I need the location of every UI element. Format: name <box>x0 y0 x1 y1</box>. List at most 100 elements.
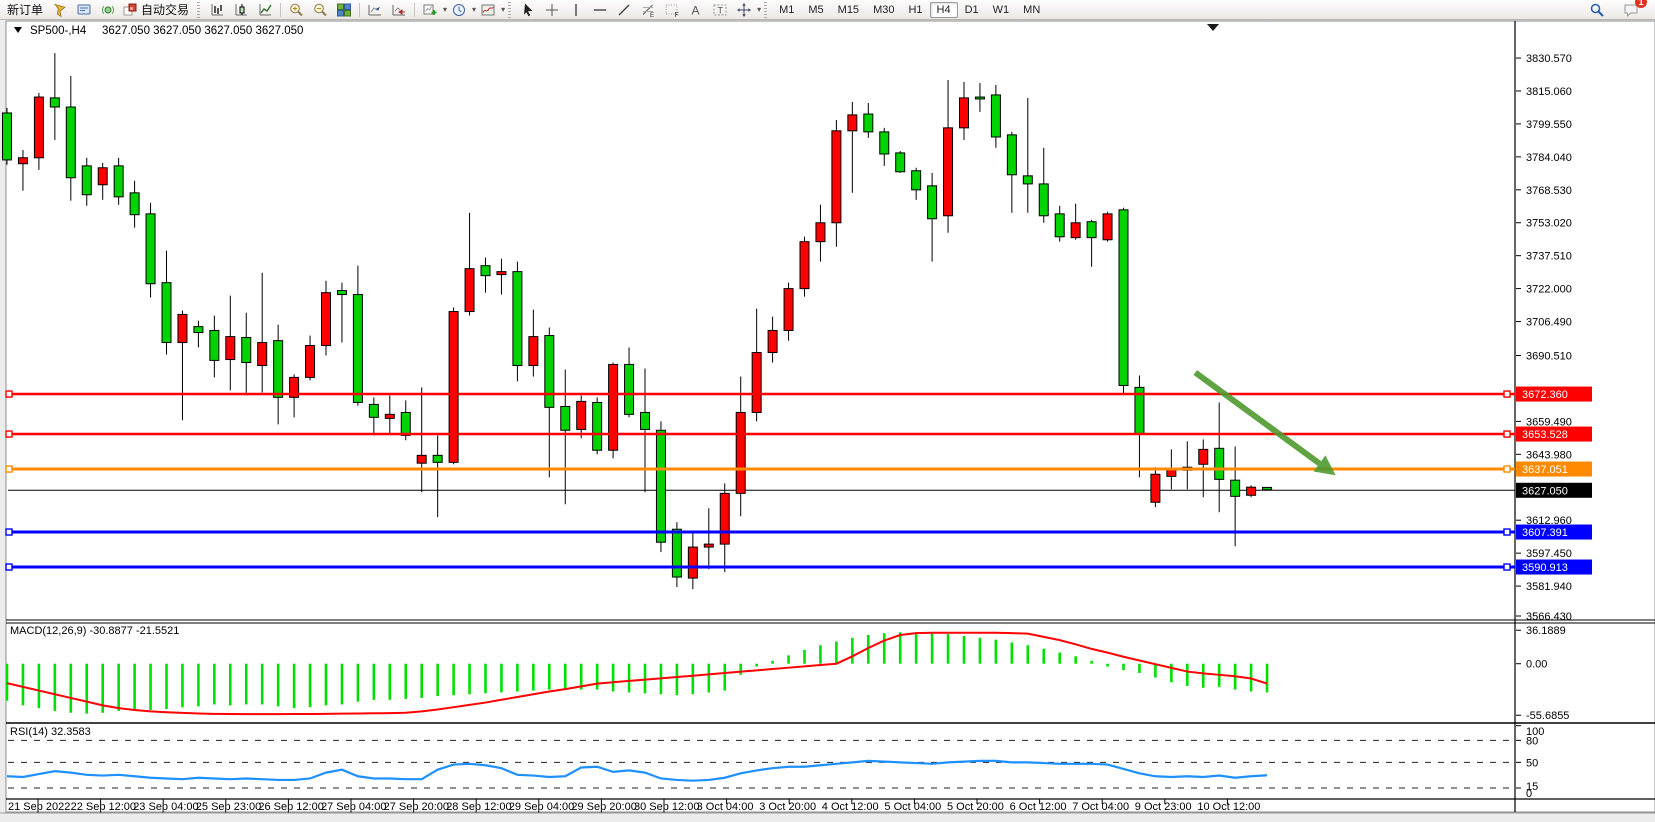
line-handle[interactable] <box>5 430 13 438</box>
candle-body <box>783 288 794 331</box>
chart-title-symbol: SP500-,H4 <box>30 25 87 37</box>
candle <box>879 127 890 166</box>
crosshair-icon[interactable] <box>540 0 564 20</box>
time-tick-label: 26 Sep 12:00 <box>258 801 323 813</box>
candle <box>1038 147 1049 223</box>
timeframe-m30-button[interactable]: M30 <box>873 3 895 16</box>
zoom-in-icon[interactable] <box>284 0 308 20</box>
candle-body <box>1006 134 1017 176</box>
candle-body <box>927 185 938 220</box>
arrows-icon[interactable] <box>732 0 756 20</box>
text-label-icon[interactable]: T <box>708 0 732 20</box>
line-handle[interactable] <box>1503 465 1511 473</box>
candle <box>81 157 92 206</box>
trendline-icon <box>618 4 630 15</box>
tile-windows-icon[interactable] <box>332 0 356 20</box>
time-tick-label: 29 Sep 04:00 <box>509 801 574 813</box>
funnel-icon[interactable] <box>48 0 72 20</box>
chat-icon-wrap[interactable]: 1 <box>1619 0 1647 20</box>
horizontal-line-icon[interactable] <box>588 0 612 20</box>
timeframe-m5-button[interactable]: M5 <box>808 3 824 16</box>
horizontal-line-3607.391[interactable]: 3607.391 <box>5 524 1592 540</box>
arrows-icon-dropdown[interactable]: ▾ <box>757 5 762 14</box>
time-tick-label: 9 Oct 23:00 <box>1135 801 1192 813</box>
bar-chart-icon[interactable] <box>205 0 229 20</box>
chart-autoscroll-icon[interactable] <box>387 0 411 20</box>
horizontal-line-3672.360[interactable]: 3672.360 <box>5 386 1592 402</box>
trendline-icon[interactable] <box>612 0 636 20</box>
search-icon-wrap[interactable] <box>1585 0 1609 20</box>
timeframe-d1-button[interactable]: D1 <box>964 3 979 16</box>
add-chart-icon-dropdown[interactable]: ▾ <box>443 5 448 14</box>
candle <box>943 80 954 233</box>
autotrading-button[interactable]: 自动交易 <box>120 0 194 20</box>
cursor-icon[interactable] <box>516 0 540 20</box>
template-chart-icon-dropdown[interactable]: ▾ <box>501 5 506 14</box>
line-handle[interactable] <box>5 563 13 571</box>
line-handle[interactable] <box>1503 430 1511 438</box>
candle <box>2 107 12 165</box>
horizontal-line-3637.051[interactable]: 3637.051 <box>5 461 1592 477</box>
template-chart-icon[interactable] <box>476 0 500 20</box>
search-icon[interactable] <box>1585 0 1609 20</box>
horizontal-line-3653.528[interactable]: 3653.528 <box>5 426 1592 442</box>
candlestick-chart-icon[interactable] <box>229 0 253 20</box>
add-chart-icon[interactable] <box>418 0 442 20</box>
line-handle[interactable] <box>5 528 13 536</box>
line-handle[interactable] <box>1503 528 1511 536</box>
terminal-icon[interactable] <box>72 0 96 20</box>
time-tick-label: 29 Sep 20:00 <box>571 801 636 813</box>
text-icon: A <box>692 3 700 17</box>
timeframe-w1-button[interactable]: W1 <box>992 3 1010 16</box>
price-label-box <box>1516 386 1592 402</box>
time-tick-label: 3 Oct 04:00 <box>697 801 754 813</box>
candle-body <box>352 294 363 403</box>
candle <box>831 119 842 247</box>
symbol-collapse-icon[interactable] <box>14 27 22 33</box>
timeframe-m15-button[interactable]: M15 <box>837 3 860 16</box>
timeframe-h1-button[interactable]: H1 <box>908 3 923 16</box>
toolbar-grip[interactable] <box>508 1 514 18</box>
trend-arrow-annotation[interactable] <box>1193 370 1336 476</box>
horizontal-line-3590.913[interactable]: 3590.913 <box>5 559 1592 575</box>
candle-body <box>624 363 635 415</box>
candle-body <box>289 376 300 398</box>
timeframe-h4-button[interactable]: H4 <box>929 1 958 18</box>
zoom-out-icon <box>314 3 327 16</box>
rsi-scale-label: 50 <box>1526 757 1538 769</box>
toolbar-grip[interactable] <box>197 1 203 18</box>
line-handle[interactable] <box>1503 390 1511 398</box>
macd-pane: MACD(12,26,9) -30.8877 -21.5521 36.1889 0.… <box>5 625 1569 722</box>
line-chart-icon[interactable] <box>253 0 277 20</box>
chart-shift-marker[interactable] <box>1207 24 1219 31</box>
text-icon[interactable]: A <box>684 0 708 20</box>
toolbar-grip[interactable] <box>764 1 770 18</box>
rsi-line <box>6 759 1268 782</box>
price-label: 3637.051 <box>1522 464 1568 476</box>
timeframe-mn-button[interactable]: MN <box>1023 3 1041 16</box>
candle-body <box>2 112 12 161</box>
price-tick-label: 3737.510 <box>1526 251 1572 263</box>
chart-shift-icon[interactable] <box>363 0 387 20</box>
line-handle[interactable] <box>5 390 13 398</box>
line-handle[interactable] <box>1503 563 1511 571</box>
timeframe-m1-button[interactable]: M1 <box>779 3 795 16</box>
period-clock-icon[interactable] <box>447 0 471 20</box>
time-tick-label: 25 Sep 23:00 <box>196 801 261 813</box>
candle-body <box>209 329 220 361</box>
zoom-out-icon[interactable] <box>308 0 332 20</box>
candle-body <box>895 152 906 173</box>
candle-body <box>1214 447 1225 480</box>
time-tick-label: 21 Sep 2022 <box>8 801 70 813</box>
arrow-shaft <box>1193 370 1322 466</box>
time-tick-label: 5 Oct 20:00 <box>947 801 1004 813</box>
candle-body <box>703 543 714 548</box>
time-tick-label: 28 Sep 12:00 <box>446 801 511 813</box>
line-handle[interactable] <box>5 465 13 473</box>
period-clock-icon-dropdown[interactable]: ▾ <box>472 5 477 14</box>
broadcast-icon[interactable] <box>96 0 120 20</box>
new-order-button[interactable]: 新订单 <box>2 0 48 20</box>
vertical-line-icon[interactable] <box>564 0 588 20</box>
fibo-grid-icon[interactable]: F <box>660 0 684 20</box>
fibonacci-icon[interactable]: E <box>636 0 660 20</box>
